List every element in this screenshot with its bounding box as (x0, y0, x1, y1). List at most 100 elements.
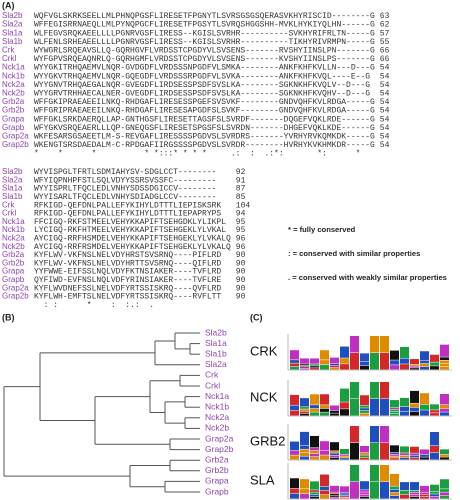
logo-glyph (420, 393, 429, 405)
sequence: KYFLWH-EMFTSLNELVDFYRTSSISKRQ----RVFLTT (34, 293, 221, 302)
logo-glyph (410, 390, 419, 403)
logo-glyph (340, 486, 349, 493)
logo-glyph (390, 365, 399, 370)
residue-count: 54 (380, 81, 390, 90)
logo-glyph (390, 454, 399, 456)
logo-glyph (440, 479, 449, 489)
logo-glyph (300, 456, 309, 460)
logo-glyph (330, 365, 339, 368)
sequence-name: Grapb (2, 275, 25, 284)
logo-glyph (300, 452, 309, 456)
logo-glyph (380, 382, 389, 399)
residue-count: 90 (236, 251, 246, 260)
logo-glyph (430, 410, 439, 413)
logo-glyph (420, 454, 429, 457)
logo-glyph (340, 497, 349, 499)
sequence: WFYGKVSRQEAERLLLQP-GNEQGSFLIRESETSPGSFSL… (34, 124, 375, 133)
logo-glyph (350, 465, 359, 482)
logo-glyph (300, 479, 309, 489)
logo-glyph (290, 394, 299, 405)
logo-glyph (330, 492, 339, 494)
logo-glyph (390, 489, 399, 493)
residue-count: 54 (380, 115, 390, 124)
logo-label: NCK (250, 389, 278, 404)
logo-glyph (370, 336, 379, 353)
logo-glyph (410, 492, 419, 495)
sequence: WYWGRLSRQEAVSLLQ-GQRHGVFLVRDSSTCPGDYVLSV… (34, 47, 375, 56)
logo-glyph (320, 474, 329, 487)
residue-count: 57 (380, 29, 390, 38)
logo-glyph (310, 450, 319, 454)
logo-glyph (290, 455, 299, 460)
logo-glyph (330, 367, 339, 370)
logo-glyph (420, 410, 429, 416)
logo-glyph (320, 394, 329, 405)
logo-glyph (440, 495, 449, 499)
sequence: WFFGKIPRAEAEEILNKQ-RHDGAFLIRESESSPGEFSVS… (34, 98, 375, 107)
logo-glyph (390, 456, 399, 458)
panel-label: (B) (2, 312, 15, 322)
sequence-name: Grap2a (2, 283, 29, 292)
logo-glyph (310, 405, 319, 409)
sequence: KYFLWV-VKFNSLNELVDYHRSTSVSRNQ----PIFLRD (34, 251, 221, 260)
logo-glyph (310, 490, 319, 492)
logo-glyph (340, 402, 349, 409)
residue-count: 54 (380, 90, 390, 99)
residue-count: 90 (236, 268, 246, 277)
logo-glyph (370, 443, 379, 460)
leaf-label: Grb2a (205, 454, 229, 464)
leaf-label: Crk (205, 370, 219, 380)
logo-glyph (390, 452, 399, 455)
sequence: RFKIGD-QEFDNLPALLEFYKIHYLDTTTLIEPISKSRK (34, 201, 221, 210)
logo-glyph (310, 364, 319, 366)
sequence: LYCIGQ-RKFHTMEELVEHYKKAPIFTSEHGEKLYLVKAL (34, 226, 226, 235)
logo-glyph (400, 411, 409, 416)
logo-glyph (400, 358, 409, 364)
residue-count: 54 (380, 141, 390, 150)
residue-count: 87 (236, 185, 246, 194)
leaf-label: Nck2a (205, 412, 229, 422)
logo-glyph (300, 449, 309, 453)
residue-count: 90 (236, 259, 246, 268)
sequence-name: Crkl (2, 54, 16, 63)
sequence-name: Sla2b (2, 11, 23, 20)
residue-count: 91 (236, 176, 246, 185)
legend-item: . = conserved with weakly similar proper… (288, 273, 447, 282)
logo-glyph (300, 409, 309, 412)
logo-glyph (420, 351, 429, 361)
logo-glyph (360, 361, 369, 366)
residue-count: 54 (380, 64, 390, 73)
logo-glyph (430, 366, 439, 370)
logo-glyph (410, 368, 419, 370)
logo-glyph (380, 353, 389, 370)
leaf-label: Nck1a (205, 391, 229, 401)
logo-glyph (380, 465, 389, 482)
residue-count: 90 (236, 284, 246, 293)
logo-glyph (360, 365, 369, 370)
logo-glyph (300, 411, 309, 414)
sequence-name: Nck2a (2, 80, 25, 89)
logo-glyph (360, 455, 369, 458)
residue-count: 92 (236, 168, 246, 177)
logo-glyph (390, 486, 399, 490)
logo-glyph (420, 457, 429, 460)
logo-glyph (420, 496, 429, 499)
sequence: KYFLWV-VKFNSLNELVDYHRTTSVSRNQ----QIFLRD (34, 259, 221, 268)
logo-glyph (350, 336, 359, 353)
logo-glyph (410, 496, 419, 499)
panel-label: (C) (250, 312, 263, 322)
logo-glyph (340, 346, 349, 358)
logo-glyph (360, 452, 369, 455)
logo-glyph (350, 399, 359, 416)
logo-glyph (400, 346, 409, 358)
logo-glyph (320, 365, 329, 370)
residue-count: 66 (380, 55, 390, 64)
logo-glyph (330, 495, 339, 497)
logo-glyph (400, 482, 409, 491)
logo-glyph (340, 456, 349, 458)
logo-glyph (430, 452, 439, 460)
logo-glyph (440, 408, 449, 412)
logo-glyph (340, 364, 349, 370)
logo-glyph (400, 364, 409, 370)
logo-glyph (440, 357, 449, 361)
